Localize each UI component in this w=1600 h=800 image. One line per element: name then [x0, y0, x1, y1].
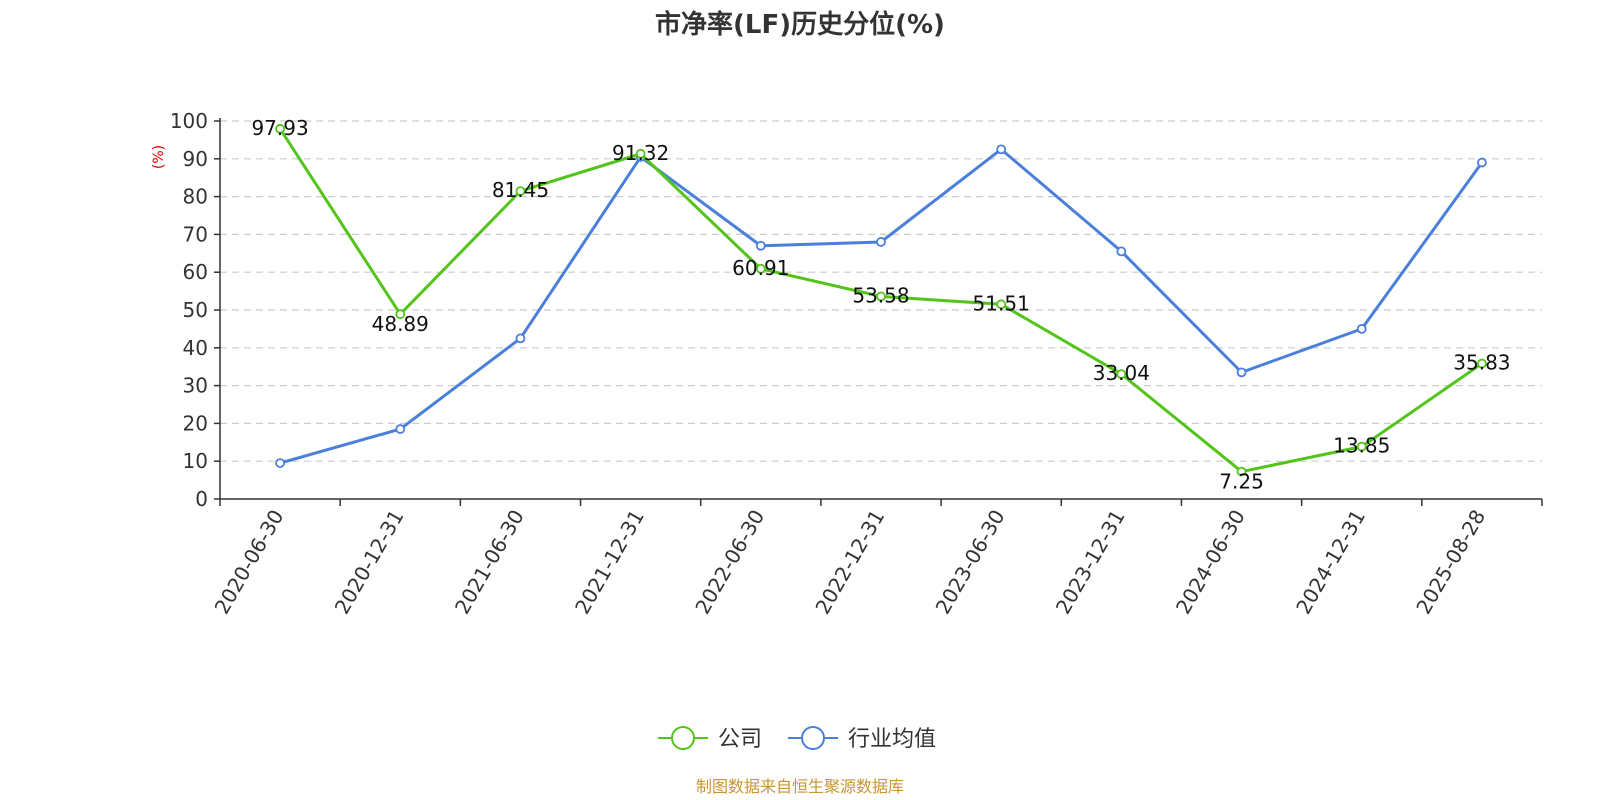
source-note: 制图数据来自恒生聚源数据库	[696, 777, 904, 796]
y-tick-label: 20	[183, 411, 208, 435]
data-point[interactable]	[1477, 157, 1487, 168]
y-tick-label: 10	[183, 449, 208, 473]
data-label: 60.91	[732, 256, 789, 280]
data-point[interactable]	[515, 186, 526, 197]
grid-lines	[220, 120, 1542, 462]
data-point[interactable]	[755, 263, 766, 274]
y-tick-label: 80	[183, 185, 208, 209]
data-point[interactable]	[1356, 441, 1367, 452]
data-label: 91.32	[612, 141, 669, 165]
data-label: 7.25	[1219, 470, 1264, 494]
x-tick-label: 2024-06-30	[1171, 506, 1250, 619]
data-point[interactable]	[876, 291, 886, 302]
x-tick-label: 2021-12-31	[570, 506, 649, 619]
series-layer	[275, 123, 1487, 477]
y-tick-label: 40	[183, 336, 208, 360]
data-label: 51.51	[973, 291, 1030, 315]
data-label: 53.58	[852, 283, 909, 307]
y-tick-label: 0	[195, 487, 208, 511]
series-2	[275, 144, 1487, 468]
data-point[interactable]	[1236, 367, 1247, 378]
legend-marker-icon	[801, 726, 825, 750]
data-point[interactable]	[635, 148, 646, 159]
x-tick-label: 2020-12-31	[330, 505, 409, 618]
axes: 0 10 20 30 40 50 60 70 80 90 100 2020-06-30 2020-12-…	[170, 109, 1543, 619]
data-point[interactable]	[755, 240, 766, 251]
y-tick-label: 30	[183, 374, 208, 398]
legend: 公司 行业均值	[658, 726, 936, 752]
y-tick-label: 90	[183, 147, 208, 171]
y-axis-label: (%)	[151, 145, 167, 169]
data-point[interactable]	[275, 123, 285, 134]
data-point[interactable]	[996, 144, 1007, 155]
x-tick-label: 2023-12-31	[1051, 506, 1130, 619]
x-tick-label: 2023-06-30	[931, 506, 1010, 619]
chart-title: 市净率(LF)历史分位(%)	[655, 9, 945, 40]
y-tick-label: 50	[183, 298, 208, 322]
x-tick-label: 2022-06-30	[690, 506, 769, 619]
data-label: 48.89	[372, 312, 429, 336]
data-point[interactable]	[996, 299, 1007, 310]
data-labels: 97.93 48.89 81.45 91.32 60.91 53.58 51.51 33.04…	[251, 116, 1510, 494]
legend-item-1[interactable]: 公司	[658, 726, 762, 752]
data-label: 97.93	[251, 116, 308, 140]
legend-label: 行业均值	[848, 727, 936, 752]
y-tick-label: 70	[183, 222, 208, 246]
data-point[interactable]	[1477, 358, 1487, 369]
x-tick-label: 2022-12-31	[810, 506, 889, 619]
data-point[interactable]	[395, 424, 406, 434]
y-tick-label: 100	[170, 109, 208, 133]
data-label: 33.04	[1093, 361, 1150, 385]
data-label: 81.45	[492, 178, 549, 202]
data-point[interactable]	[876, 237, 886, 247]
x-tick-label: 2021-06-30	[450, 506, 529, 619]
data-point[interactable]	[1356, 323, 1367, 334]
data-label: 13.85	[1333, 434, 1390, 458]
data-point[interactable]	[515, 333, 526, 344]
data-point[interactable]	[1116, 369, 1127, 380]
legend-item-2[interactable]: 行业均值	[788, 726, 936, 752]
series-1	[275, 123, 1487, 477]
data-point[interactable]	[1116, 246, 1127, 257]
data-point[interactable]	[395, 309, 406, 320]
data-point[interactable]	[275, 458, 285, 468]
legend-label: 公司	[718, 727, 762, 752]
x-tick-label: 2025-08-28	[1411, 506, 1490, 619]
legend-marker-icon	[671, 726, 695, 750]
data-label: 35.83	[1453, 351, 1510, 375]
x-tick-label: 2020-06-30	[210, 506, 289, 619]
y-tick-label: 60	[183, 260, 208, 284]
x-tick-label: 2024-12-31	[1291, 506, 1370, 619]
data-point[interactable]	[1236, 466, 1247, 477]
